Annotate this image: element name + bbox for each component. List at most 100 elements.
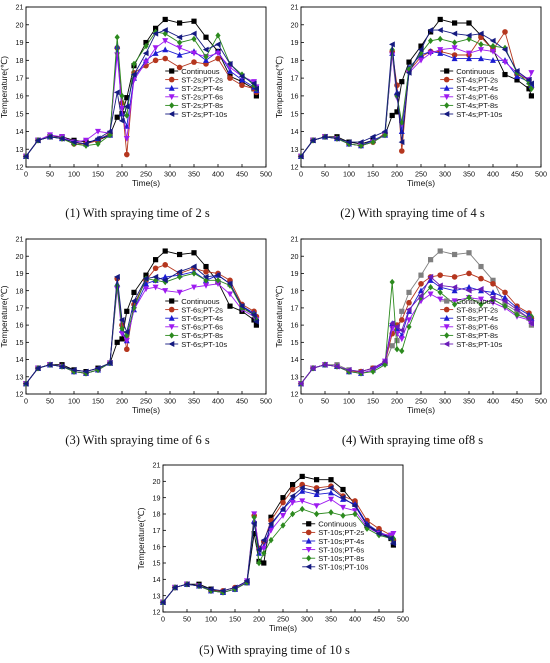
data-point-4-4-19 bbox=[490, 300, 496, 306]
legend-label-5-2: ST-10s;PT-2s bbox=[318, 528, 364, 537]
data-point-1-6-9 bbox=[114, 89, 120, 96]
data-point-1-4-13 bbox=[143, 59, 149, 66]
data-point-4-5-9 bbox=[389, 278, 395, 286]
series-2-6 bbox=[297, 27, 534, 160]
data-point-2-5-7 bbox=[370, 138, 376, 146]
y-tick-label-4-12: 12 bbox=[291, 390, 299, 399]
legend-label-4-1: Continuous bbox=[456, 297, 495, 306]
data-point-3-6-18 bbox=[202, 273, 209, 280]
data-point-4-6-14 bbox=[427, 273, 434, 280]
x-tick-label-2-100: 100 bbox=[343, 170, 355, 179]
data-point-2-4-23 bbox=[528, 70, 535, 76]
data-point-4-1-16 bbox=[452, 251, 458, 258]
data-point-5-6-23 bbox=[390, 540, 396, 547]
legend-marker-1-1 bbox=[169, 68, 175, 74]
data-point-4-2-19 bbox=[490, 280, 496, 287]
data-point-4-1-14 bbox=[428, 257, 434, 263]
data-point-5-6-13 bbox=[279, 506, 286, 513]
y-tick-label-4-21: 21 bbox=[291, 235, 299, 244]
legend-marker-5-1 bbox=[306, 521, 312, 527]
y-tick-label-3-19: 19 bbox=[16, 269, 24, 278]
legend-label-5-3: ST-10s;PT-4s bbox=[318, 537, 364, 546]
data-point-5-5-18 bbox=[340, 512, 346, 519]
legend-label-2-3: ST-4s;PT-4s bbox=[456, 84, 498, 93]
legend-marker-4-4 bbox=[443, 324, 450, 330]
data-point-3-1-16 bbox=[177, 251, 183, 258]
data-point-3-1-17 bbox=[191, 250, 197, 256]
data-point-1-3-9 bbox=[114, 42, 121, 49]
data-point-1-6-18 bbox=[202, 46, 209, 53]
x-tick-label-5-100: 100 bbox=[205, 615, 217, 624]
legend-label-5-6: ST-10s;PT-10s bbox=[318, 563, 368, 572]
data-point-1-3-21 bbox=[239, 76, 245, 83]
data-point-4-6-22 bbox=[525, 315, 532, 322]
data-point-1-4-9 bbox=[114, 52, 121, 59]
x-tick-label-5-400: 400 bbox=[349, 615, 361, 624]
plot-frame-1 bbox=[25, 6, 267, 168]
data-point-5-6-2 bbox=[171, 584, 178, 591]
data-point-3-4-18 bbox=[203, 282, 209, 289]
data-point-1-6-21 bbox=[238, 73, 245, 80]
data-point-2-6-6 bbox=[357, 139, 364, 146]
data-point-1-6-22 bbox=[250, 80, 257, 87]
legend-label-1-3: ST-2s;PT-4s bbox=[181, 84, 223, 93]
data-point-2-6-19 bbox=[489, 37, 496, 44]
y-tick-label-2-16: 16 bbox=[291, 91, 299, 100]
data-point-4-6-13 bbox=[417, 292, 424, 299]
data-point-3-5-19 bbox=[215, 277, 221, 284]
legend-label-4-4: ST-8s;PT-6s bbox=[456, 323, 498, 332]
data-point-4-4-12 bbox=[406, 317, 412, 324]
x-tick-label-1-350: 350 bbox=[188, 170, 200, 179]
data-point-3-4-14 bbox=[152, 284, 159, 291]
data-point-3-2-15 bbox=[162, 262, 168, 268]
legend-1: ContinuousST-2s;PT-2sST-2s;PT-4sST-2s;PT… bbox=[165, 67, 227, 119]
data-point-3-6-21 bbox=[238, 303, 245, 310]
data-point-4-6-11 bbox=[398, 327, 405, 334]
data-point-2-4-20 bbox=[502, 59, 508, 66]
data-point-2-2-20 bbox=[502, 29, 508, 35]
data-point-1-5-11 bbox=[124, 112, 130, 119]
data-point-1-5-8 bbox=[107, 131, 113, 139]
data-point-1-3-15 bbox=[162, 46, 169, 53]
legend-marker-3-2 bbox=[168, 306, 175, 313]
data-point-1-1-15 bbox=[162, 16, 168, 23]
series-1-6 bbox=[22, 27, 259, 160]
y-tick-label-3-12: 12 bbox=[16, 390, 24, 399]
data-point-2-2-16 bbox=[451, 52, 458, 58]
data-point-2-6-12 bbox=[405, 69, 412, 76]
y-tick-label-5-18: 18 bbox=[153, 510, 161, 519]
data-point-4-4-14 bbox=[427, 291, 434, 298]
data-point-5-1-17 bbox=[328, 477, 334, 483]
data-point-2-6-11 bbox=[398, 139, 405, 146]
legend-marker-1-5 bbox=[169, 102, 175, 109]
y-tick-label-4-17: 17 bbox=[291, 303, 299, 312]
y-tick-label-1-13: 13 bbox=[16, 145, 24, 154]
y-tick-label-2-18: 18 bbox=[291, 56, 299, 65]
series-1-5 bbox=[23, 28, 259, 160]
data-point-4-6-20 bbox=[501, 298, 508, 304]
legend-marker-5-4 bbox=[305, 547, 312, 553]
data-point-1-4-16 bbox=[176, 45, 183, 52]
data-point-1-6-16 bbox=[176, 34, 183, 41]
data-point-3-6-10 bbox=[118, 316, 125, 323]
x-tick-label-1-500: 500 bbox=[260, 170, 272, 179]
legend-marker-4-2 bbox=[443, 306, 450, 313]
data-point-1-4-11 bbox=[123, 135, 130, 142]
y-axis-label-1: Temperature(℃) bbox=[0, 56, 9, 118]
data-point-5-5-15 bbox=[299, 505, 305, 513]
chart-caption-1: (1) With spraying time of 2 s bbox=[65, 206, 210, 220]
data-point-5-2-13 bbox=[280, 499, 286, 506]
y-tick-label-4-18: 18 bbox=[291, 286, 299, 295]
data-point-2-6-18 bbox=[477, 30, 484, 37]
data-point-3-1-11 bbox=[124, 308, 130, 314]
legend-marker-4-6 bbox=[443, 341, 450, 347]
data-point-3-5-20 bbox=[227, 282, 233, 289]
data-point-4-6-3 bbox=[321, 361, 328, 368]
legend-4: ContinuousST-8s;PT-2sST-8s;PT-4sST-8s;PT… bbox=[440, 297, 502, 349]
data-point-3-4-20 bbox=[227, 291, 233, 298]
data-point-1-4-12 bbox=[131, 77, 137, 84]
data-point-1-5-13 bbox=[143, 42, 149, 50]
chart-panel-4: 0 50 100 150 200 250 300 350 400 450 500 12 13 14 15 16… bbox=[274, 232, 550, 422]
data-point-5-5-14 bbox=[290, 510, 296, 518]
data-point-1-4-17 bbox=[191, 50, 197, 57]
